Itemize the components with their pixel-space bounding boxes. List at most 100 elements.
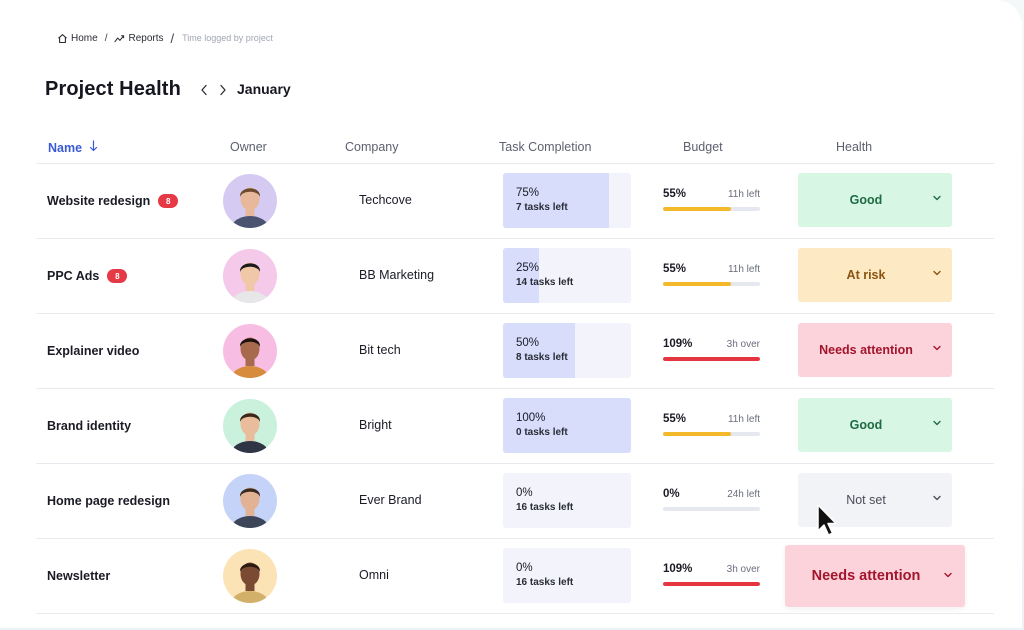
budget-percent: 55%: [663, 413, 687, 425]
row-divider: [36, 463, 994, 464]
company-name: Ever Brand: [359, 493, 422, 507]
table-row[interactable]: Newsletter Omni 0% 16 tasks left 109% 3h over…: [36, 539, 994, 614]
health-select[interactable]: Good: [798, 398, 952, 452]
owner-avatar[interactable]: [223, 324, 277, 378]
task-completion-cell: 75% 7 tasks left: [503, 173, 631, 228]
project-name-label: Brand identity: [47, 419, 132, 433]
project-name[interactable]: Website redesign 8: [47, 194, 179, 208]
budget-cell: 109% 3h over: [663, 563, 760, 587]
row-divider: [36, 313, 994, 314]
chevron-down-icon: [933, 270, 941, 276]
tasks-left: 16 tasks left: [516, 502, 574, 513]
budget-cell: 55% 11h left: [663, 263, 760, 287]
company-name: Bit tech: [359, 343, 401, 357]
health-label: At risk: [846, 268, 886, 282]
next-month-button[interactable]: [217, 83, 229, 97]
chevron-down-icon: [944, 572, 952, 578]
prev-month-button[interactable]: [198, 83, 210, 97]
owner-avatar[interactable]: [223, 549, 277, 603]
chevron-left-icon: [201, 84, 207, 96]
page-title: Project Health: [45, 78, 181, 100]
chevron-down-icon: [933, 345, 941, 351]
owner-avatar[interactable]: [223, 249, 277, 303]
chevron-down-icon: [933, 195, 941, 201]
budget-percent: 0%: [663, 488, 680, 500]
budget-note: 3h over: [726, 564, 760, 575]
budget-note: 24h left: [727, 489, 760, 500]
budget-fill: [663, 432, 731, 436]
budget-note: 11h left: [727, 189, 760, 200]
task-progress-fill: [503, 398, 631, 453]
project-name-label: Home page redesign: [47, 494, 170, 508]
health-label: Good: [849, 193, 883, 207]
table-row[interactable]: Website redesign 8 Techcove 75% 7 tasks left…: [36, 164, 994, 239]
row-divider: [36, 238, 994, 239]
owner-avatar[interactable]: [223, 474, 277, 528]
health-select[interactable]: At risk: [798, 248, 952, 302]
budget-track: [663, 282, 760, 286]
task-progress-fill: [503, 323, 575, 378]
health-select[interactable]: Needs attention: [798, 323, 952, 377]
column-header-health[interactable]: Health: [836, 140, 873, 154]
tasks-left: 16 tasks left: [516, 577, 574, 588]
health-select[interactable]: Good: [798, 173, 952, 227]
budget-percent: 55%: [663, 188, 687, 200]
table-row[interactable]: Brand identity Bright 100% 0 tasks left 55% 1…: [36, 389, 994, 464]
project-name[interactable]: Brand identity: [47, 419, 131, 433]
notification-badge: 8: [107, 269, 128, 283]
project-name-label: Newsletter: [47, 569, 111, 583]
task-percent: 75%: [516, 187, 540, 199]
budget-cell: 55% 11h left: [663, 188, 760, 212]
breadcrumb-reports-label: Reports: [128, 32, 164, 44]
task-completion-cell: 0% 16 tasks left: [503, 548, 631, 603]
budget-percent: 55%: [663, 263, 687, 275]
owner-avatar[interactable]: [223, 399, 277, 453]
owner-avatar[interactable]: [223, 174, 277, 228]
table-row[interactable]: PPC Ads 8 BB Marketing 25% 14 tasks left 55% 1…: [36, 239, 994, 314]
budget-note: 11h left: [727, 414, 760, 425]
column-header-company[interactable]: Company: [345, 140, 399, 154]
task-completion-cell: 50% 8 tasks left: [503, 323, 631, 378]
home-icon: [57, 33, 68, 44]
project-name[interactable]: Explainer video: [47, 344, 139, 358]
breadcrumb-separator: /: [104, 32, 108, 44]
tasks-left: 8 tasks left: [516, 352, 568, 363]
tasks-left: 14 tasks left: [516, 277, 574, 288]
project-name[interactable]: Newsletter: [47, 569, 110, 583]
health-select[interactable]: Needs attention: [785, 545, 965, 607]
tasks-left: 0 tasks left: [516, 427, 568, 438]
header-divider: [36, 163, 994, 164]
column-header-task-completion[interactable]: Task Completion: [499, 140, 592, 154]
chevron-right-icon: [220, 84, 226, 96]
row-divider: [36, 388, 994, 389]
column-header-name-label: Name: [48, 140, 83, 155]
budget-track: [663, 207, 760, 211]
column-header-owner[interactable]: Owner: [230, 140, 267, 154]
budget-fill: [663, 282, 731, 286]
row-divider: [36, 613, 994, 614]
tasks-left: 7 tasks left: [516, 202, 568, 213]
company-name: Omni: [359, 568, 389, 582]
breadcrumb-current: Time logged by project: [182, 33, 273, 43]
health-label: Needs attention: [819, 343, 913, 357]
column-header-name[interactable]: Name: [48, 140, 98, 155]
breadcrumb-home[interactable]: Home: [57, 33, 98, 44]
health-label: Good: [849, 418, 883, 432]
column-header-budget[interactable]: Budget: [683, 140, 723, 154]
table-row[interactable]: Home page redesign Ever Brand 0% 16 tasks l…: [36, 464, 994, 539]
project-name[interactable]: PPC Ads 8: [47, 269, 128, 283]
breadcrumb-reports[interactable]: Reports: [114, 33, 163, 44]
project-name-label: Website redesign: [47, 194, 151, 208]
table-row[interactable]: Explainer video Bit tech 50% 8 tasks left 10…: [36, 314, 994, 389]
budget-cell: 0% 24h left: [663, 488, 760, 512]
task-percent: 100%: [516, 412, 546, 424]
task-progress-fill: [503, 248, 539, 303]
arrow-down-icon: [89, 140, 98, 155]
project-name[interactable]: Home page redesign: [47, 494, 170, 508]
project-name-label: PPC Ads: [47, 269, 100, 283]
company-name: BB Marketing: [359, 268, 435, 282]
breadcrumb-home-label: Home: [71, 32, 98, 44]
chart-line-icon: [114, 33, 125, 44]
budget-track: [663, 357, 760, 361]
